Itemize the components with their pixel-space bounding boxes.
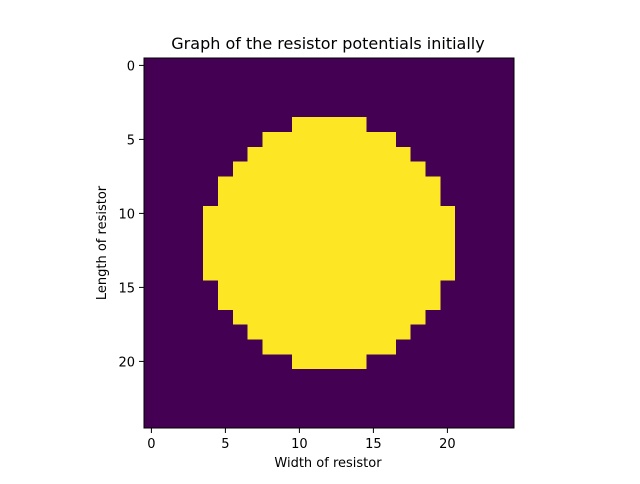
- x-axis-label: Width of resistor: [274, 456, 382, 471]
- x-tick-label: 10: [291, 437, 308, 452]
- y-tick-label: 20: [118, 355, 135, 370]
- heatmap-row-14: [203, 265, 456, 281]
- heatmap-row-15: [218, 280, 441, 296]
- heatmap-cells: [144, 58, 514, 428]
- heatmap-row-5: [262, 132, 396, 148]
- heatmap-row-6: [247, 146, 411, 162]
- heatmap-row-17: [232, 309, 426, 325]
- x-tick-label: 20: [439, 437, 456, 452]
- y-tick-label: 15: [118, 281, 135, 296]
- y-tick-label: 10: [118, 207, 135, 222]
- heatmap-row-9: [218, 191, 441, 207]
- heatmap-row-10: [203, 206, 456, 222]
- heatmap-row-11: [203, 220, 456, 236]
- y-axis-label: Length of resistor: [95, 185, 110, 300]
- chart-title: Graph of the resistor potentials initial…: [171, 34, 484, 53]
- heatmap-row-20: [292, 354, 367, 370]
- heatmap-row-7: [232, 161, 426, 177]
- plot-frame: [143, 57, 515, 429]
- heatmap-row-18: [247, 324, 411, 340]
- heatmap-row-12: [203, 235, 456, 251]
- heatmap-row-19: [262, 339, 396, 355]
- x-tick-label: 15: [365, 437, 382, 452]
- heatmap-row-4: [292, 117, 367, 133]
- x-tick-label: 0: [147, 437, 155, 452]
- heatmap-row-13: [203, 250, 456, 266]
- heatmap-row-16: [218, 294, 441, 310]
- x-tick-label: 5: [221, 437, 229, 452]
- heatmap-row-8: [218, 176, 441, 192]
- y-tick-label: 0: [127, 59, 135, 74]
- y-tick-label: 5: [127, 133, 135, 148]
- axis-ticks: 0 5 10 15 20 0 5 10 15 20: [118, 59, 455, 452]
